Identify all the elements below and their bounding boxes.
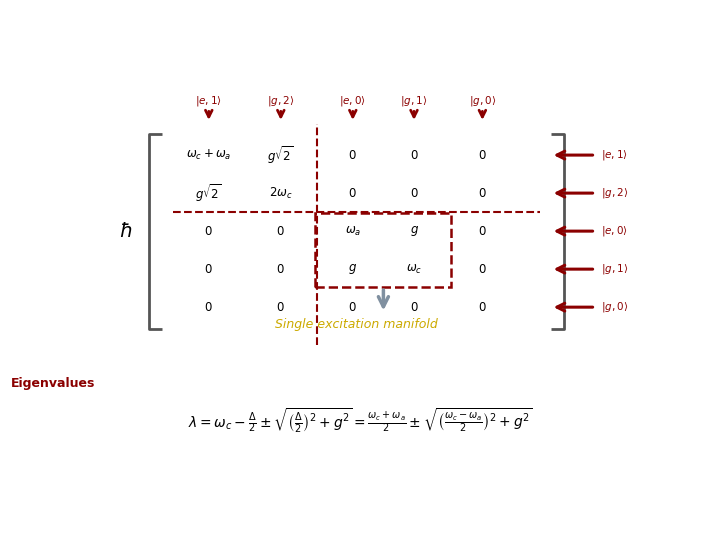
Text: $0$: $0$ [478, 187, 487, 200]
Text: $|g,0\rangle$: $|g,0\rangle$ [469, 93, 496, 107]
Text: $|e,0\rangle$: $|e,0\rangle$ [601, 224, 628, 238]
Text: Single excitation manifold: Single excitation manifold [275, 318, 438, 331]
Text: $|g,1\rangle$: $|g,1\rangle$ [601, 262, 629, 276]
Text: $0$: $0$ [348, 148, 357, 161]
Text: $0$: $0$ [276, 262, 285, 275]
Text: $g$: $g$ [348, 262, 357, 276]
Text: $0$: $0$ [478, 225, 487, 238]
Text: $0$: $0$ [204, 225, 213, 238]
Text: $|e,1\rangle$: $|e,1\rangle$ [601, 148, 628, 162]
Text: The Jaynes-Cummings Hamiltonian: The Jaynes-Cummings Hamiltonian [14, 21, 454, 44]
Text: $0$: $0$ [204, 301, 213, 314]
Text: $\lambda = \omega_c - \frac{\Delta}{2} \pm \sqrt{\left(\frac{\Delta}{2}\right)^2: $\lambda = \omega_c - \frac{\Delta}{2} \… [188, 407, 532, 435]
Text: $\omega_c+\omega_a$: $\omega_c+\omega_a$ [186, 148, 232, 162]
Text: $0$: $0$ [276, 301, 285, 314]
Text: $0$: $0$ [204, 262, 213, 275]
Text: Eigenvalues: Eigenvalues [11, 377, 95, 390]
Text: $0$: $0$ [478, 301, 487, 314]
Text: $|g,0\rangle$: $|g,0\rangle$ [601, 300, 629, 314]
Text: $0$: $0$ [348, 301, 357, 314]
Bar [315, 213, 451, 287]
Text: $g\sqrt{2}$: $g\sqrt{2}$ [195, 182, 222, 204]
Text: $|e,1\rangle$: $|e,1\rangle$ [195, 93, 222, 107]
Text: $0$: $0$ [410, 301, 418, 314]
Text: $0$: $0$ [478, 148, 487, 161]
Text: $\hbar$: $\hbar$ [120, 221, 132, 241]
Text: $g\sqrt{2}$: $g\sqrt{2}$ [267, 144, 294, 166]
Text: $0$: $0$ [348, 187, 357, 200]
Text: $|e,0\rangle$: $|e,0\rangle$ [339, 93, 366, 107]
Text: $|g,2\rangle$: $|g,2\rangle$ [601, 186, 629, 200]
Text: $|g,1\rangle$: $|g,1\rangle$ [400, 93, 428, 107]
Text: $0$: $0$ [478, 262, 487, 275]
Text: $0$: $0$ [276, 225, 285, 238]
Text: $|g,2\rangle$: $|g,2\rangle$ [267, 93, 294, 107]
Text: $2\omega_c$: $2\omega_c$ [269, 186, 292, 201]
Text: $\omega_a$: $\omega_a$ [345, 225, 361, 238]
Text: $0$: $0$ [410, 148, 418, 161]
Text: $0$: $0$ [410, 187, 418, 200]
Text: $g$: $g$ [410, 224, 418, 238]
Text: $\omega_c$: $\omega_c$ [406, 262, 422, 276]
